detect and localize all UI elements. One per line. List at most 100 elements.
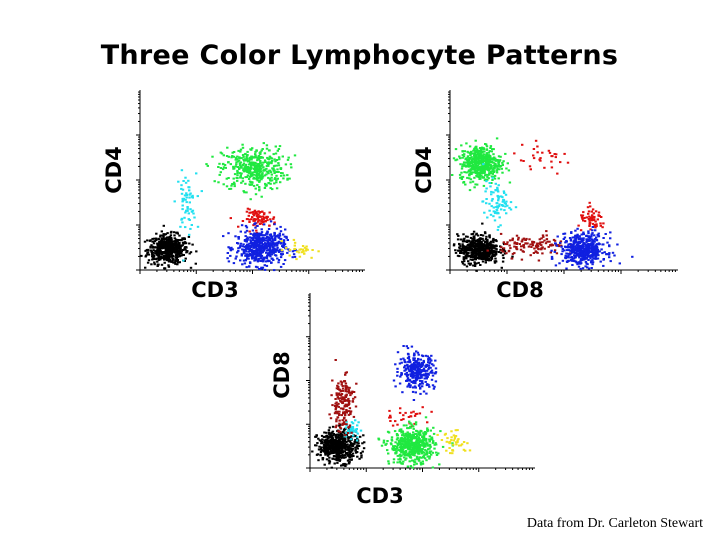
data-point bbox=[463, 153, 466, 156]
data-point bbox=[170, 230, 173, 233]
data-point bbox=[275, 174, 278, 177]
data-point bbox=[485, 162, 489, 165]
data-point bbox=[504, 243, 507, 245]
data-point bbox=[336, 387, 340, 390]
data-point bbox=[480, 174, 483, 177]
data-point bbox=[576, 252, 579, 255]
data-point bbox=[262, 257, 266, 260]
data-point bbox=[246, 253, 250, 256]
data-point bbox=[344, 389, 347, 392]
data-point bbox=[239, 176, 242, 179]
data-point bbox=[433, 385, 436, 388]
data-point bbox=[263, 187, 267, 189]
data-point bbox=[465, 253, 469, 256]
data-point bbox=[410, 453, 414, 455]
data-point bbox=[478, 173, 481, 176]
data-point bbox=[256, 170, 259, 172]
data-point bbox=[414, 374, 418, 377]
data-point bbox=[334, 449, 337, 452]
data-point bbox=[424, 365, 427, 367]
data-point bbox=[256, 163, 259, 166]
data-point bbox=[421, 448, 424, 450]
data-point bbox=[169, 246, 172, 249]
data-point bbox=[342, 408, 345, 411]
data-point bbox=[469, 154, 472, 156]
data-point bbox=[249, 236, 252, 239]
data-point bbox=[252, 219, 255, 222]
data-point bbox=[241, 263, 244, 266]
data-point bbox=[591, 208, 595, 211]
data-point bbox=[159, 257, 163, 260]
data-point bbox=[584, 253, 588, 255]
data-point bbox=[478, 241, 482, 243]
data-point bbox=[583, 248, 587, 251]
data-point bbox=[496, 228, 500, 231]
data-point bbox=[245, 210, 249, 213]
data-point bbox=[428, 455, 432, 458]
data-point bbox=[480, 256, 483, 259]
data-point bbox=[339, 443, 342, 446]
data-point bbox=[160, 251, 164, 254]
data-point bbox=[348, 458, 351, 461]
data-point bbox=[481, 260, 485, 263]
data-point bbox=[476, 173, 479, 176]
data-point bbox=[591, 229, 594, 232]
data-point bbox=[485, 161, 488, 164]
data-point bbox=[473, 176, 476, 179]
data-point bbox=[343, 456, 346, 459]
data-point bbox=[476, 238, 480, 241]
data-point bbox=[248, 242, 251, 245]
data-point bbox=[578, 256, 581, 259]
data-point bbox=[319, 447, 323, 450]
data-point bbox=[276, 257, 279, 260]
data-point bbox=[486, 242, 490, 245]
data-point bbox=[496, 167, 499, 170]
data-point bbox=[288, 248, 292, 251]
data-point bbox=[602, 264, 605, 267]
data-point bbox=[245, 254, 248, 257]
data-point bbox=[422, 361, 425, 363]
data-point bbox=[333, 412, 337, 415]
data-point bbox=[480, 162, 483, 165]
data-point bbox=[347, 403, 351, 405]
data-point bbox=[343, 412, 346, 415]
data-point bbox=[351, 422, 355, 425]
data-point bbox=[511, 239, 514, 242]
data-point bbox=[260, 218, 264, 221]
data-point bbox=[477, 155, 481, 157]
data-point bbox=[176, 263, 179, 266]
data-point bbox=[244, 167, 247, 170]
data-point bbox=[261, 258, 264, 261]
data-point bbox=[221, 168, 225, 171]
data-point bbox=[484, 190, 487, 193]
data-point bbox=[264, 161, 267, 163]
data-point bbox=[294, 249, 297, 252]
data-point bbox=[335, 440, 339, 442]
data-point bbox=[417, 357, 420, 360]
data-point bbox=[410, 366, 414, 369]
data-point bbox=[257, 158, 261, 161]
data-point bbox=[328, 426, 331, 429]
data-point bbox=[283, 259, 287, 262]
data-point bbox=[342, 430, 345, 433]
data-point bbox=[489, 241, 492, 244]
data-point bbox=[475, 167, 478, 170]
data-point bbox=[331, 404, 334, 407]
data-point bbox=[347, 437, 350, 440]
data-point bbox=[293, 244, 296, 247]
data-point bbox=[503, 209, 506, 212]
data-point bbox=[410, 370, 414, 373]
data-point bbox=[456, 238, 460, 241]
data-point bbox=[264, 243, 267, 246]
data-point bbox=[474, 243, 477, 246]
data-point bbox=[162, 256, 165, 259]
series-blue bbox=[222, 220, 299, 272]
data-point bbox=[468, 145, 472, 148]
data-point bbox=[506, 204, 509, 207]
data-point bbox=[277, 261, 280, 264]
data-point bbox=[180, 187, 183, 190]
data-point bbox=[340, 381, 344, 384]
data-point bbox=[460, 171, 463, 174]
